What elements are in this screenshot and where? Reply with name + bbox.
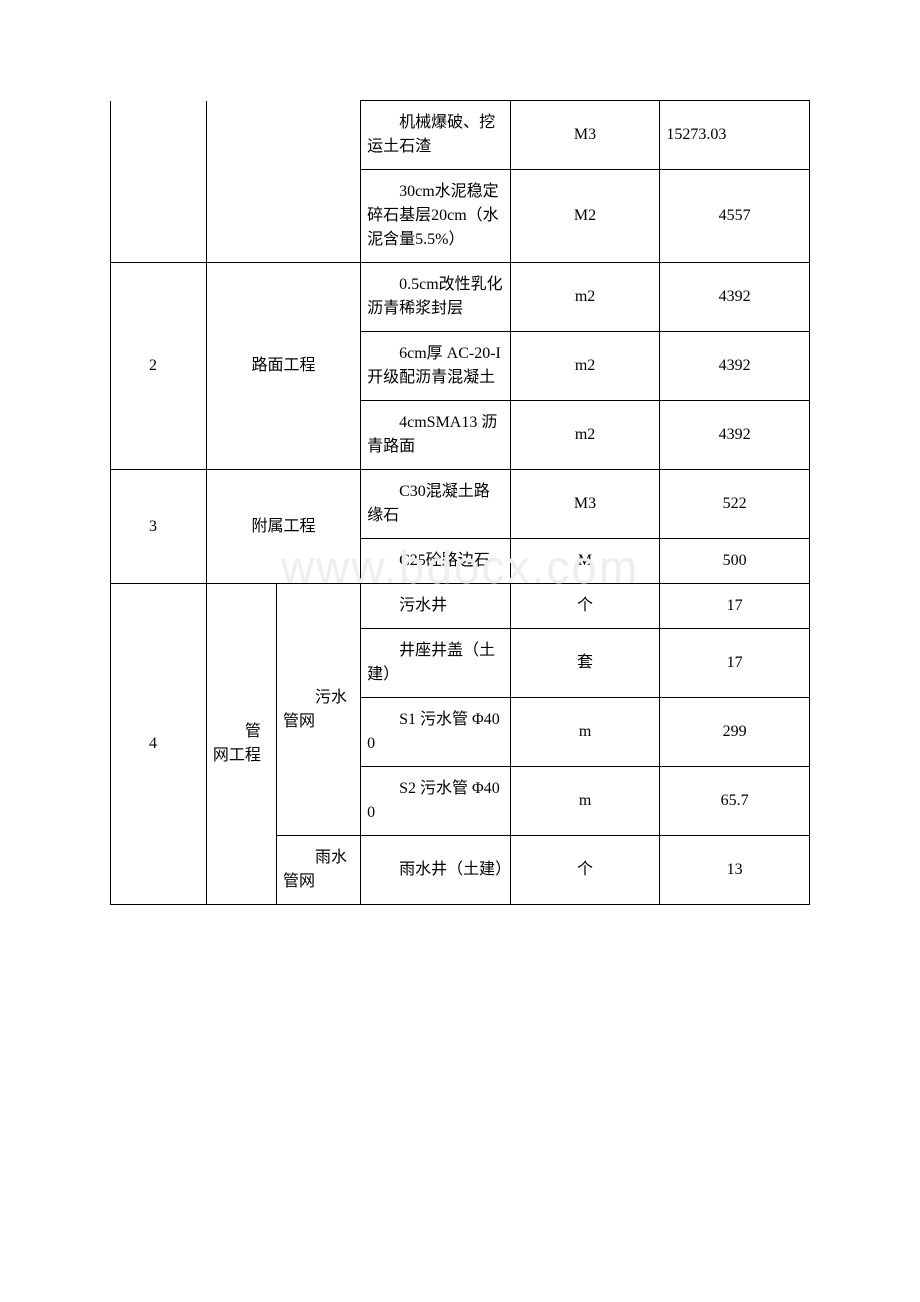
cell-qty: 4392	[660, 263, 810, 332]
cell-qty: 299	[660, 698, 810, 767]
cell-unit: M2	[510, 170, 660, 263]
cell-index: 3	[111, 470, 207, 584]
cell-desc: 4cmSMA13 沥青路面	[361, 401, 511, 470]
cell-qty: 4392	[660, 401, 810, 470]
cell-unit: M	[510, 539, 660, 584]
table-row: 3 附属工程 C30混凝土路缘石 M3 522	[111, 470, 810, 539]
cell-unit: m	[510, 767, 660, 836]
cell-index: 2	[111, 263, 207, 470]
cell-desc: 6cm厚 AC-20-I 开级配沥青混凝土	[361, 332, 511, 401]
cell-qty: 17	[660, 629, 810, 698]
cell-category: 附属工程	[206, 470, 360, 584]
cell-desc: 机械爆破、挖运土石渣	[361, 101, 511, 170]
cell-desc: 污水井	[361, 584, 511, 629]
quantity-table: 机械爆破、挖运土石渣 M3 15273.03 30cm水泥稳定碎石基层20cm（…	[110, 100, 810, 905]
cell-subcategory: 雨水管网	[276, 836, 360, 905]
table-row: 4 管网工程 污水管网 污水井 个 17	[111, 584, 810, 629]
cell-desc: S2 污水管 Φ400	[361, 767, 511, 836]
cell-desc: C25砼路边石	[361, 539, 511, 584]
cell-category: 路面工程	[206, 263, 360, 470]
cell-category: 管网工程	[206, 584, 276, 905]
cell-qty: 522	[660, 470, 810, 539]
table-row: 2 路面工程 0.5cm改性乳化沥青稀浆封层 m2 4392	[111, 263, 810, 332]
table-row: 机械爆破、挖运土石渣 M3 15273.03	[111, 101, 810, 170]
cell-desc: S1 污水管 Φ400	[361, 698, 511, 767]
cell-qty: 65.7	[660, 767, 810, 836]
cell-unit: 个	[510, 584, 660, 629]
cell-unit: M3	[510, 470, 660, 539]
cell-index	[111, 101, 207, 263]
cell-index: 4	[111, 584, 207, 905]
cell-qty: 17	[660, 584, 810, 629]
cell-desc: 30cm水泥稳定碎石基层20cm（水泥含量5.5%）	[361, 170, 511, 263]
cell-qty: 15273.03	[660, 101, 810, 170]
cell-desc: C30混凝土路缘石	[361, 470, 511, 539]
cell-desc: 0.5cm改性乳化沥青稀浆封层	[361, 263, 511, 332]
cell-desc: 雨水井（土建）	[361, 836, 511, 905]
cell-unit: m2	[510, 263, 660, 332]
cell-category	[206, 101, 360, 263]
cell-unit: 套	[510, 629, 660, 698]
cat-text: 管网工程	[213, 720, 270, 768]
cell-unit: m	[510, 698, 660, 767]
cell-qty: 4392	[660, 332, 810, 401]
idx-text: 4	[149, 735, 157, 752]
cell-qty: 4557	[660, 170, 810, 263]
cell-unit: 个	[510, 836, 660, 905]
cell-subcategory: 污水管网	[276, 584, 360, 836]
cat-text: 路面工程	[251, 357, 315, 374]
cat-text: 附属工程	[251, 518, 315, 535]
cell-qty: 500	[660, 539, 810, 584]
document-page: www.bdocx.com 机械爆破、挖运土石渣 M3 15273.03 30c…	[0, 0, 920, 965]
cell-unit: m2	[510, 332, 660, 401]
cell-unit: M3	[510, 101, 660, 170]
cell-qty: 13	[660, 836, 810, 905]
idx-text: 3	[149, 518, 157, 535]
subcat-text: 污水管网	[283, 686, 354, 734]
cell-unit: m2	[510, 401, 660, 470]
idx-text: 2	[149, 357, 157, 374]
subcat-text: 雨水管网	[283, 846, 354, 894]
cell-desc: 井座井盖（土建）	[361, 629, 511, 698]
